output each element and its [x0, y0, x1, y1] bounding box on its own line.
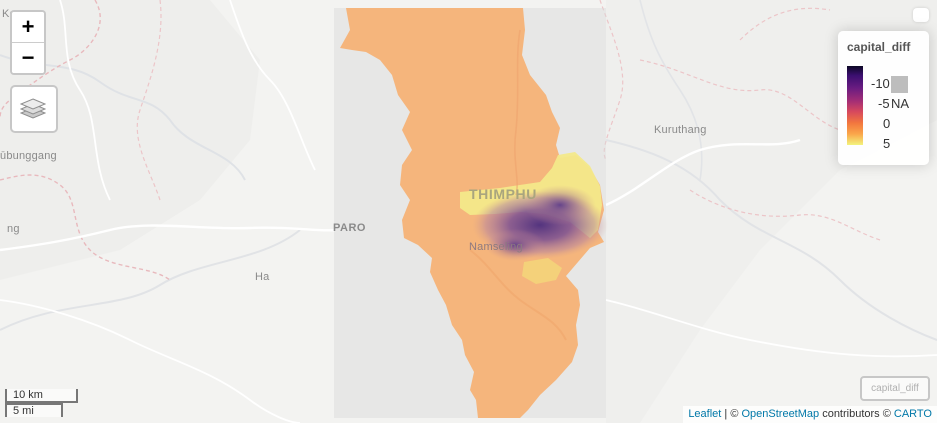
river-line	[639, 0, 703, 181]
leaflet-link[interactable]: Leaflet	[688, 408, 722, 420]
road-line	[0, 299, 301, 423]
place-label-thimphu: THIMPHU	[469, 186, 537, 202]
road-line	[0, 224, 337, 252]
place-label: ūbunggang	[0, 150, 57, 162]
zoom-control: + −	[10, 10, 46, 75]
legend-label: -5	[878, 96, 890, 111]
place-label-kuruthang: Kuruthang	[654, 124, 707, 136]
place-label-namseling: Namseling	[469, 241, 523, 253]
low-value-core	[485, 229, 545, 261]
river-line	[605, 139, 937, 341]
boundary-line	[0, 0, 101, 119]
boundary-line	[689, 189, 881, 241]
layers-control-button[interactable]	[10, 85, 58, 133]
river-line	[0, 54, 246, 181]
road-line	[605, 299, 937, 358]
attribution-text: contributors ©	[819, 408, 894, 420]
road-line	[59, 0, 111, 201]
high-value-pocket	[522, 258, 562, 284]
zoom-out-button[interactable]: −	[12, 42, 44, 73]
boundary-line	[0, 174, 171, 281]
road-line	[605, 138, 801, 207]
legend: capital_diff -10 -5 0 5 NA	[838, 31, 929, 165]
legend-label: 5	[883, 136, 891, 151]
scale-bar-metric: 10 km	[5, 389, 78, 403]
layer-toggle-button[interactable]: capital_diff	[860, 376, 930, 401]
legend-tick	[863, 135, 867, 136]
place-label-paro: PARO	[333, 222, 366, 234]
layers-icon	[20, 98, 46, 119]
low-value-core	[524, 185, 596, 225]
attribution-separator: | ©	[721, 408, 742, 420]
boundary-line	[639, 59, 841, 131]
carto-link[interactable]: CARTO	[893, 408, 932, 420]
road-line	[229, 0, 316, 171]
scale-bar-imperial: 5 mi	[5, 403, 63, 417]
place-label: Ha	[255, 271, 270, 283]
river-line	[0, 229, 301, 331]
legend-label: -10	[871, 76, 890, 91]
boundary-line	[599, 0, 624, 161]
legend-label: 0	[883, 116, 891, 131]
fullscreen-toggle[interactable]	[913, 8, 929, 22]
attribution: Leaflet | © OpenStreetMap contributors ©…	[683, 406, 937, 423]
legend-na-swatch	[891, 76, 908, 93]
boundary-line	[136, 0, 162, 201]
legend-tick	[863, 94, 867, 95]
legend-title: capital_diff	[847, 40, 911, 54]
legend-colorbar	[847, 66, 863, 145]
river-line	[514, 29, 521, 196]
place-label: ng	[7, 223, 20, 235]
legend-na-label: NA	[891, 96, 910, 111]
river-line	[469, 249, 567, 341]
legend-tick	[863, 74, 867, 75]
zoom-in-button[interactable]: +	[12, 12, 44, 42]
osm-link[interactable]: OpenStreetMap	[741, 408, 820, 420]
legend-tick	[863, 115, 867, 116]
